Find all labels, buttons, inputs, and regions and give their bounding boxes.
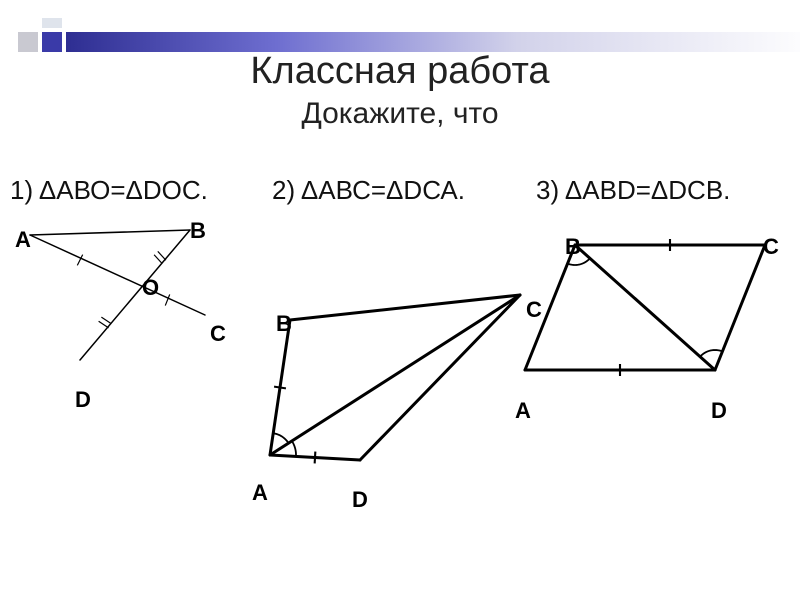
problem-2-label: 2) ΔАВС=ΔDСА.: [272, 175, 465, 206]
vertex-label: B: [276, 311, 292, 337]
diagram-3: B C A D: [515, 230, 795, 430]
vertex-label: D: [352, 487, 368, 513]
diagram-2: BCAD: [230, 275, 540, 505]
vertex-label: C: [763, 234, 779, 260]
vertex-label: D: [711, 398, 727, 424]
vertex-label: A: [15, 227, 31, 253]
vertex-label: A: [252, 480, 268, 506]
problem-3-label: 3) ΔАВD=ΔDСВ.: [536, 175, 730, 206]
diagram-1: ABOCD: [20, 215, 250, 395]
slide-corner-decor: [18, 18, 800, 71]
vertex-label: O: [142, 275, 159, 301]
vertex-label: B: [565, 234, 581, 260]
vertex-label: D: [75, 387, 91, 413]
vertex-label: A: [515, 398, 531, 424]
problem-1-label: 1) ΔАВО=ΔDОС.: [10, 175, 208, 206]
vertex-label: C: [210, 321, 226, 347]
page-subtitle: Докажите, что: [0, 97, 800, 131]
vertex-label: B: [190, 218, 206, 244]
